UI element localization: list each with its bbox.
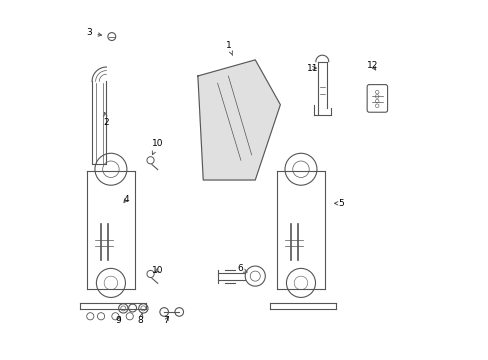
Text: 1: 1 [225,41,232,55]
Text: 6: 6 [237,265,246,274]
Polygon shape [198,60,280,180]
Text: 5: 5 [334,199,344,208]
Text: 8: 8 [137,313,143,325]
Text: 7: 7 [163,316,169,325]
Text: 10: 10 [152,266,163,275]
Text: 10: 10 [152,139,163,155]
Text: 3: 3 [86,28,102,37]
Text: 9: 9 [115,316,121,325]
Text: 2: 2 [103,112,109,127]
Text: 11: 11 [306,64,318,73]
Text: 4: 4 [123,195,129,204]
Text: 12: 12 [366,62,378,71]
